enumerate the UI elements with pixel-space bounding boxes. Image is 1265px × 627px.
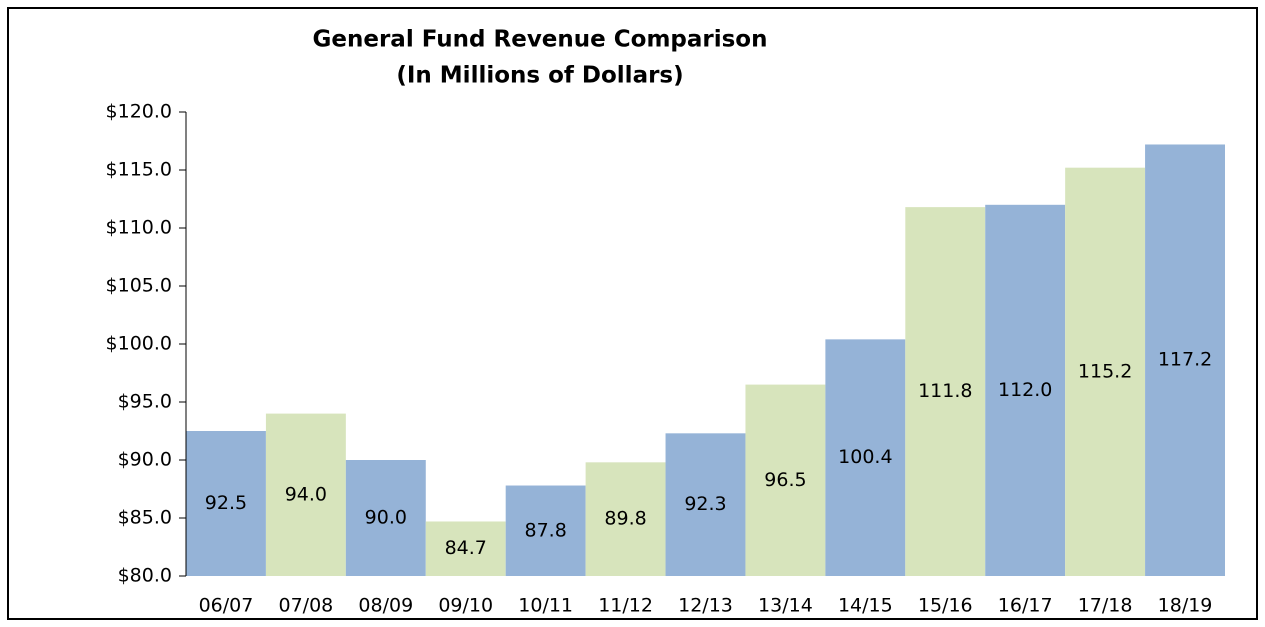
value-label: 90.0 [365,507,407,529]
bar [825,339,906,576]
x-tick-label: 08/09 [358,595,413,617]
value-label: 92.3 [684,493,726,515]
x-tick-label: 11/12 [598,595,653,617]
bar [186,431,266,576]
x-tick-label: 10/11 [518,595,573,617]
chart-title: General Fund Revenue Comparison [313,27,768,53]
y-tick-label: $80.0 [118,565,172,587]
chart-subtitle: (In Millions of Dollars) [396,63,683,89]
bar [985,204,1066,577]
x-tick-label: 12/13 [678,595,733,617]
bar [905,207,986,576]
value-label: 96.5 [764,469,806,491]
x-tick-label: 16/17 [998,595,1053,617]
y-tick-label: $115.0 [106,159,172,181]
value-label: 111.8 [918,380,972,402]
x-tick-label: 06/07 [199,595,254,617]
y-tick-label: $110.0 [106,217,172,239]
y-tick-label: $85.0 [118,507,172,529]
x-tick-label: 07/08 [279,595,334,617]
x-tick-label: 13/14 [758,595,813,617]
value-label: 89.8 [604,508,646,530]
bar [425,521,506,576]
y-tick-label: $100.0 [106,333,172,355]
value-label: 115.2 [1078,360,1132,382]
bar [665,433,746,576]
x-tick-label: 17/18 [1078,595,1133,617]
bar [345,460,426,576]
bar [1065,167,1146,576]
x-tick-label: 18/19 [1158,595,1213,617]
value-label: 112.0 [998,379,1052,401]
y-tick-label: $90.0 [118,449,172,471]
bar [1145,144,1225,577]
x-tick-label: 14/15 [838,595,893,617]
value-label: 117.2 [1158,349,1212,371]
bar [505,485,586,576]
value-label: 94.0 [285,483,327,505]
bar [585,462,666,576]
y-tick-label: $95.0 [118,391,172,413]
value-label: 87.8 [524,519,566,541]
x-tick-label: 15/16 [918,595,973,617]
y-tick-label: $105.0 [106,275,172,297]
value-label: 100.4 [838,446,892,468]
bar [745,384,826,576]
y-tick-label: $120.0 [106,101,172,123]
value-label: 92.5 [205,492,247,514]
x-tick-label: 09/10 [438,595,493,617]
bar [265,413,346,576]
value-label: 84.7 [445,537,487,559]
